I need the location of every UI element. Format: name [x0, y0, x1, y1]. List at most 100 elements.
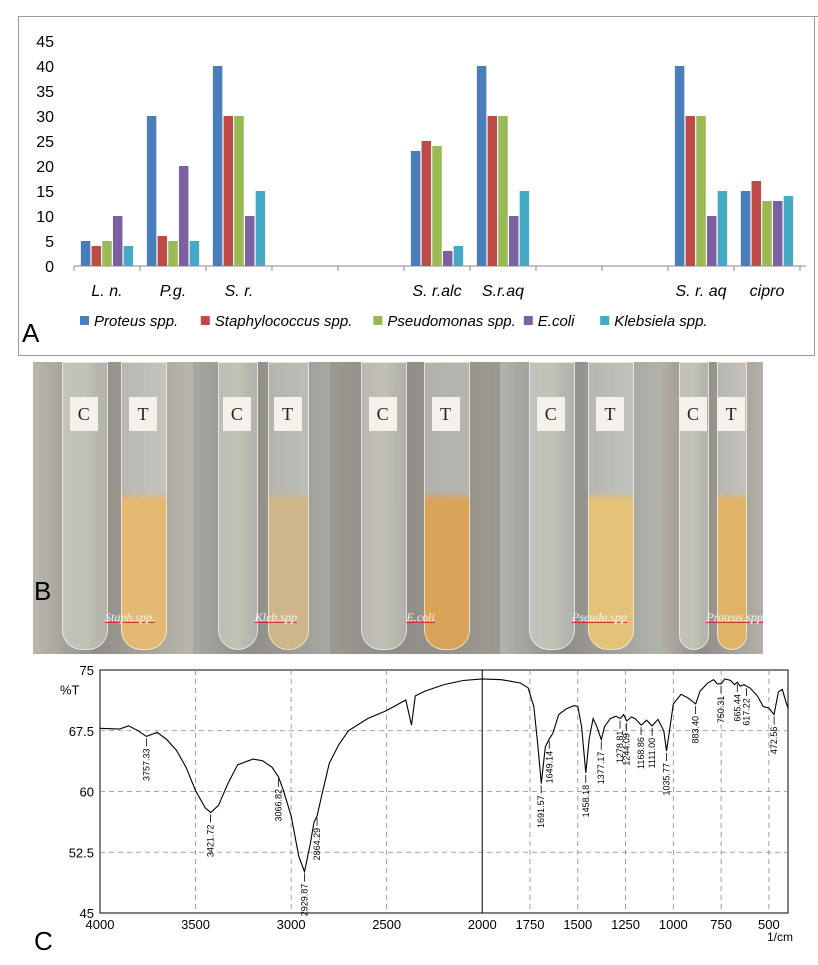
peak-label: 1035.77	[661, 763, 671, 796]
tube-caption: E.coli	[406, 610, 435, 624]
panel-label-c: C	[34, 926, 53, 956]
bar	[696, 116, 706, 266]
peak-label: 1649.14	[544, 751, 554, 784]
peak-label: 750.31	[716, 696, 726, 724]
bar	[442, 251, 453, 266]
tube-photo: C T Staph.spp.	[33, 362, 193, 654]
bar-chart-antibacterial: 0 5 10 15 20 25 30 35 40 45 L. n. P.g. S. r. S. r.alc…	[36, 34, 806, 330]
control-tag: C	[368, 397, 397, 431]
bar	[80, 241, 91, 266]
category-label: cipro	[750, 283, 785, 300]
legend-swatch	[600, 316, 610, 325]
bar	[168, 241, 178, 266]
tube-caption: Proteus.spp.	[706, 610, 763, 624]
bar	[476, 66, 487, 266]
peak-label: 665.44	[732, 694, 742, 722]
legend-label: Staphylococcus spp.	[215, 313, 353, 330]
test-tag: T	[431, 397, 460, 431]
y-tick-label: 0	[45, 259, 54, 276]
peak-label: 3757.33	[141, 748, 151, 781]
bar	[772, 201, 783, 266]
ftir-spectrum-chart: 45 52.5 60 67.5 75 4000 3500 3000 2500 2000 1750 15…	[60, 663, 793, 944]
peak-label: 3066.82	[273, 789, 283, 822]
y-tick-label: 5	[45, 234, 54, 251]
legend-label: E.coli	[538, 313, 575, 330]
bar	[178, 166, 189, 266]
y-tick-label: 40	[36, 59, 54, 76]
category-label: S. r. aq	[676, 283, 727, 300]
bar	[783, 196, 794, 266]
tube-caption: Pseudo.spp	[572, 610, 627, 624]
tube-photo: C T Kleb.spp	[193, 362, 330, 654]
category-label: S. r.	[225, 283, 254, 300]
bar	[717, 191, 728, 266]
bar	[255, 191, 266, 266]
tube-photo: C T E.coli	[330, 362, 500, 654]
y-tick-label: 10	[36, 209, 54, 226]
x-tick-label: 4000	[86, 917, 115, 932]
y-tick-label: 15	[36, 184, 54, 201]
y-axis-label: %T	[60, 682, 80, 697]
tube-photo-strip: C T Staph.spp. C T Kleb.spp C T E.coli C T Pseudo.s…	[33, 362, 763, 654]
panel-label-b: B	[34, 576, 52, 606]
peak-label: 883.40	[691, 716, 701, 744]
panel-a-frame	[18, 16, 815, 356]
control-tag: C	[678, 397, 707, 431]
legend-swatch	[80, 316, 89, 325]
tube-caption: Staph.spp.	[105, 610, 156, 624]
peak-label: 2929.87	[300, 884, 310, 917]
tube-caption: Kleb.spp	[254, 610, 297, 624]
spectrum-line	[99, 678, 789, 874]
y-tick-label: 45	[36, 34, 54, 51]
x-tick-label: 2500	[372, 917, 401, 932]
legend-swatch	[523, 316, 533, 325]
bar	[410, 151, 421, 266]
y-tick-label: 35	[36, 84, 54, 101]
y-tick-label: 60	[80, 785, 94, 800]
y-tick-label: 52.5	[69, 845, 94, 860]
bar	[244, 216, 255, 266]
y-tick-label: 20	[36, 159, 54, 176]
bar	[762, 201, 772, 266]
bar	[223, 116, 234, 266]
legend-swatch	[373, 316, 383, 325]
peak-label: 1691.57	[536, 795, 546, 828]
peak-label: 1244.09	[622, 733, 632, 766]
bar	[157, 236, 168, 266]
bar	[212, 66, 223, 266]
bar	[706, 216, 717, 266]
peak-label: 3421.72	[206, 825, 216, 858]
bar	[453, 246, 464, 266]
bar	[508, 216, 519, 266]
category-label: L. n.	[91, 283, 122, 300]
bar	[112, 216, 123, 266]
bar	[189, 241, 200, 266]
peak-label: 2864.29	[312, 828, 322, 861]
x-tick-label: 2000	[468, 917, 497, 932]
legend-label: Pseudomonas spp.	[387, 313, 515, 330]
legend-swatch	[200, 316, 210, 325]
control-tag: C	[69, 397, 98, 431]
x-tick-label: 1750	[516, 917, 545, 932]
test-tag: T	[273, 397, 302, 431]
x-tick-label: 750	[710, 917, 732, 932]
bar	[123, 246, 134, 266]
bar	[519, 191, 530, 266]
control-tag: C	[536, 397, 565, 431]
y-tick-label: 25	[36, 134, 54, 151]
x-tick-label: 3000	[277, 917, 306, 932]
x-axis-label: 1/cm	[767, 930, 793, 944]
bar	[674, 66, 685, 266]
bar	[432, 146, 442, 266]
bar	[487, 116, 498, 266]
peak-label: 1111.00	[647, 738, 657, 769]
x-tick-label: 1500	[563, 917, 592, 932]
bar	[102, 241, 112, 266]
x-tick-label: 500	[758, 917, 780, 932]
x-tick-label: 3500	[181, 917, 210, 932]
test-tag: T	[129, 397, 157, 431]
y-tick-label: 67.5	[69, 724, 94, 739]
test-tag: T	[717, 397, 746, 431]
bar	[685, 116, 696, 266]
legend-label: Proteus spp.	[94, 313, 178, 330]
